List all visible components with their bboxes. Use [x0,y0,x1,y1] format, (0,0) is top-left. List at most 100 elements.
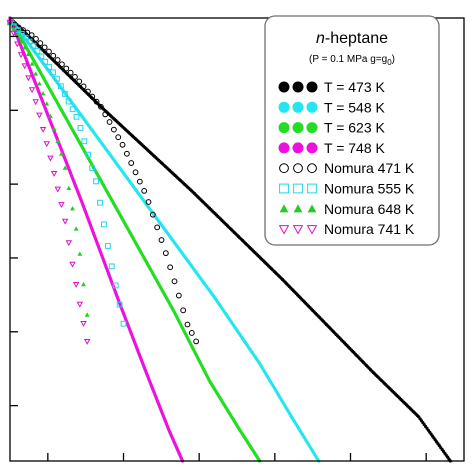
data-point [36,112,43,119]
data-point [70,206,75,211]
series-curves [6,16,452,463]
legend-title: n-heptane [316,30,388,47]
series-nomura-741-k [6,20,91,345]
data-point [104,243,111,249]
legend-frame [264,15,440,246]
data-point [65,98,72,105]
legend-label: T = 748 K [324,140,386,156]
legend-marker [307,204,317,213]
data-point [101,221,107,228]
data-point [128,160,135,166]
data-point [18,30,25,37]
legend-marker [307,163,317,174]
data-point [184,321,191,328]
data-point [21,63,28,70]
data-point [11,26,17,31]
data-point [37,81,42,86]
data-point [132,169,139,176]
legend-marker [293,183,303,194]
legend-marker [278,142,290,154]
data-point [26,38,33,45]
legend-subtitle: (P = 0.1 MPa g=g0) [309,54,395,67]
data-point [89,165,96,171]
data-point [188,330,195,336]
legend-label: Nomura 555 K [324,181,415,197]
data-point [58,202,65,208]
data-point [80,321,87,327]
data-point [22,45,28,50]
legend-marker [293,163,303,174]
data-point [41,44,48,51]
data-point [136,178,143,185]
data-point [28,87,36,94]
data-point [61,218,69,225]
data-point [193,338,200,345]
legend-marker [307,183,317,194]
plot-frame [9,17,465,462]
legend-label: Nomura 648 K [324,201,415,217]
data-point [38,53,45,60]
legend-label: T = 473 K [324,79,386,95]
data-point [22,34,29,41]
data-point [76,301,84,308]
data-point [63,65,70,72]
data-point [54,75,60,82]
data-point [14,41,21,48]
data-point [83,338,91,345]
data-point [25,75,32,82]
legend-marker [293,204,303,213]
data-point [54,186,62,193]
data-point [67,69,74,76]
legend-title-rest: -heptane [325,30,388,47]
data-point [10,30,17,37]
data-point [110,126,117,133]
data-point [30,42,37,49]
legend-marker [306,225,318,235]
legend-subtitle-subscript: 0 [387,58,392,67]
data-point [44,101,50,106]
legend-label: Nomura 471 K [324,160,415,176]
legend-marker [278,122,290,134]
data-point [93,178,100,185]
data-point [48,113,53,119]
legend-entry: Nomura 555 K [279,181,415,197]
data-point [51,126,57,131]
legend-entry: Nomura 741 K [278,221,415,237]
data-point [42,58,49,65]
data-point [73,226,79,231]
legend-entry: Nomura 471 K [279,160,415,176]
legend-entry: T = 473 K [278,79,386,95]
legend-marker [278,225,290,235]
data-point [112,282,119,289]
data-point [50,69,56,76]
legend-marker [292,81,304,93]
data-point [57,83,64,90]
data-point [40,91,46,96]
data-point [116,301,123,308]
data-point [76,78,83,85]
axes [9,17,465,462]
legend-marker [278,101,290,113]
data-point [33,71,39,76]
series-t-473-k [8,16,452,463]
data-point [145,199,152,205]
data-point [43,141,51,148]
data-point [59,151,64,156]
data-point [32,99,39,106]
legend-marker [278,81,290,93]
data-point [25,51,31,56]
data-point [141,187,148,194]
legend-subtitle-close: ) [392,54,395,65]
legend-marker [292,122,304,134]
data-point [81,281,86,287]
data-point [119,141,126,148]
data-point [65,240,73,247]
data-point [54,57,61,63]
data-point [80,83,87,90]
data-point [180,307,187,314]
data-point [123,150,130,157]
data-point [175,292,182,299]
legend-marker [306,81,318,93]
data-point [149,211,156,218]
data-point [39,126,47,133]
